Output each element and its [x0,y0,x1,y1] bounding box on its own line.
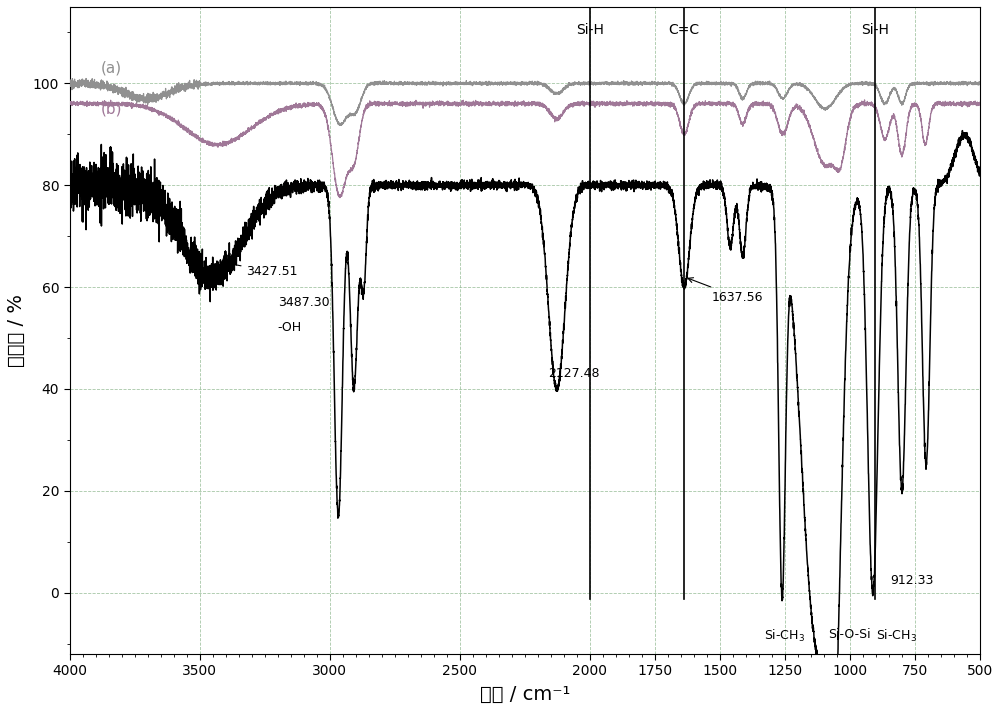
Text: Si-H: Si-H [576,23,604,38]
Text: 3427.51: 3427.51 [223,261,298,278]
Text: (c): (c) [101,168,121,183]
Text: 3487.30: 3487.30 [278,296,329,309]
Text: 1637.56: 1637.56 [688,278,764,304]
Text: Si-H: Si-H [861,23,889,38]
Text: (b): (b) [101,101,122,117]
Text: 2127.48: 2127.48 [548,367,600,380]
Text: (a): (a) [101,60,122,75]
Y-axis label: 透过率 / %: 透过率 / % [7,294,26,367]
Text: Si-CH$_3$: Si-CH$_3$ [764,629,805,644]
X-axis label: 波数 / cm⁻¹: 波数 / cm⁻¹ [480,685,570,704]
Text: Si-O-Si: Si-O-Si [829,629,871,641]
Text: 912.33: 912.33 [890,574,934,587]
Text: -OH: -OH [278,321,302,334]
Text: C=C: C=C [668,23,700,38]
Text: Si-CH$_3$: Si-CH$_3$ [876,629,917,644]
